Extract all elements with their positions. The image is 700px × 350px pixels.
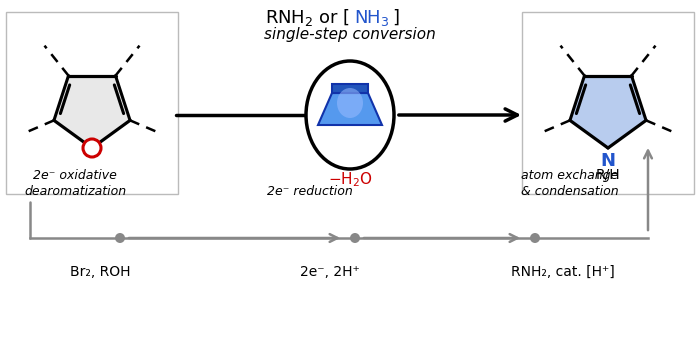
Polygon shape bbox=[570, 76, 646, 148]
Text: R/H: R/H bbox=[596, 168, 620, 182]
Text: ]: ] bbox=[392, 9, 399, 27]
Text: $-$H$_2$O: $-$H$_2$O bbox=[328, 171, 372, 189]
Text: atom exchange
& condensation: atom exchange & condensation bbox=[522, 169, 619, 198]
Text: 2e⁻ oxidative
dearomatization: 2e⁻ oxidative dearomatization bbox=[24, 169, 126, 198]
Circle shape bbox=[350, 233, 360, 243]
Text: 2e⁻ reduction: 2e⁻ reduction bbox=[267, 185, 353, 198]
Polygon shape bbox=[54, 76, 130, 148]
Ellipse shape bbox=[306, 61, 394, 169]
Text: single-step conversion: single-step conversion bbox=[264, 28, 436, 42]
Text: RNH₂, cat. [H⁺]: RNH₂, cat. [H⁺] bbox=[511, 265, 615, 279]
Ellipse shape bbox=[337, 88, 363, 118]
Text: 2e⁻, 2H⁺: 2e⁻, 2H⁺ bbox=[300, 265, 360, 279]
Circle shape bbox=[115, 233, 125, 243]
Text: Br₂, ROH: Br₂, ROH bbox=[70, 265, 130, 279]
Text: N: N bbox=[601, 152, 615, 170]
Circle shape bbox=[530, 233, 540, 243]
FancyBboxPatch shape bbox=[522, 12, 694, 194]
Polygon shape bbox=[318, 93, 382, 125]
FancyBboxPatch shape bbox=[6, 12, 178, 194]
Text: NH$_3$: NH$_3$ bbox=[354, 8, 389, 28]
Circle shape bbox=[83, 139, 101, 157]
Polygon shape bbox=[332, 84, 368, 93]
Text: RNH$_2$ or [: RNH$_2$ or [ bbox=[265, 7, 350, 28]
